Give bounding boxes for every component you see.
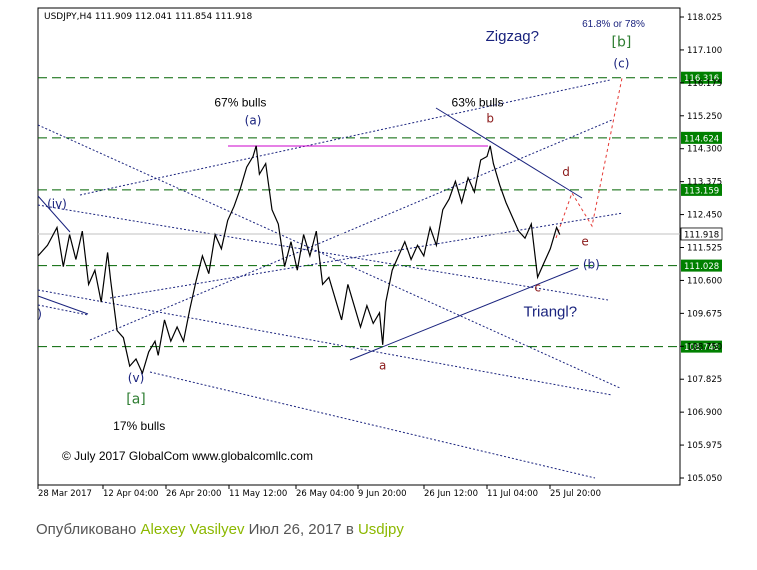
y-tick-label-8: 110.600	[687, 276, 722, 286]
y-tick-label-12: 106.900	[687, 408, 722, 418]
plot-area	[37, 7, 681, 486]
y-tick-label-13: 105.975	[687, 441, 722, 451]
left-trendline	[37, 295, 89, 315]
y-tick-label-3: 115.250	[687, 112, 722, 122]
levels-layer: 116.316 114.624 113.159 111.028 108.748 111.9…	[38, 71, 723, 353]
level-label-0: 116.316	[684, 74, 719, 84]
labels-layer: (a) b (c) [b] d e (b) c a (v) [a] (iv)) 67% bulls 63%…	[37, 19, 645, 433]
level-tag-4	[681, 340, 722, 353]
trendlines-layer	[37, 77, 624, 479]
y-tick-label-2: 116.175	[687, 79, 722, 89]
channel-line-1	[37, 204, 609, 301]
price-chart: 116.316 114.624 113.159 111.028 108.748 111.9…	[37, 7, 723, 499]
left-wave-line	[37, 195, 71, 233]
annotation-1: 63% bulls	[452, 96, 504, 110]
channel-line-4	[109, 212, 624, 299]
chart-copyright: © July 2017 GlobalCom www.globalcomllc.c…	[62, 449, 313, 463]
x-tick-label-7: 11 Jul 04:00	[487, 489, 538, 499]
wave-label-6: (b)	[583, 257, 600, 271]
symbol-link[interactable]: Usdjpy	[357, 521, 404, 538]
channel-line-5	[89, 119, 613, 341]
x-tick-label-8: 25 Jul 20:00	[550, 489, 601, 499]
y-tick-label-11: 107.825	[687, 375, 722, 385]
annotation-4: 61.8% or 78%	[582, 19, 645, 30]
wave-label-1: b	[486, 112, 494, 126]
annotation-3: Zigzag?	[486, 28, 539, 45]
wave-label-11: (iv)	[47, 197, 67, 211]
current-price-label: 111.918	[684, 230, 719, 240]
wave-label-10: [a]	[126, 391, 146, 407]
y-tick-label-0: 118.025	[687, 13, 722, 23]
chart-header: USDJPY,H4 111.909 112.041 111.854 111.91…	[44, 12, 253, 22]
x-tick-label-6: 26 Jun 12:00	[424, 489, 478, 499]
y-tick-label-7: 111.525	[687, 244, 722, 254]
current-price-tag	[680, 227, 723, 241]
author-link[interactable]: Alexey Vasilyev	[140, 521, 245, 538]
wave-label-2: (c)	[613, 57, 629, 71]
x-tick-label-3: 11 May 12:00	[229, 489, 287, 499]
y-tick-label-5: 113.375	[687, 178, 722, 188]
level-tag-3	[681, 259, 722, 272]
channel-line-7	[37, 304, 89, 316]
channel-line-6	[149, 371, 596, 479]
wave-label-12: )	[37, 307, 42, 321]
y-tick-label-14: 105.050	[687, 474, 722, 484]
wave-label-8: a	[379, 359, 386, 373]
wave-label-7: c	[534, 280, 541, 294]
triangle-upper-trendline	[435, 107, 583, 199]
level-label-1: 114.624	[684, 134, 719, 144]
y-tick-label-1: 117.100	[687, 46, 722, 56]
channel-line-2	[37, 289, 613, 396]
wave-label-9: (v)	[128, 371, 144, 385]
wave-label-3: [b]	[612, 34, 632, 50]
annotation-5: Triangl?	[523, 303, 577, 320]
x-tick-label-1: 12 Apr 04:00	[103, 489, 158, 499]
level-tag-0	[681, 71, 722, 84]
level-label-4: 108.748	[684, 343, 719, 353]
wave-label-5: e	[581, 234, 588, 248]
y-tick-label-6: 112.450	[687, 211, 722, 221]
publication-footer: Опубликовано Alexey Vasilyev Июл 26, 201…	[36, 521, 404, 538]
level-tag-1	[681, 131, 722, 144]
y-tick-label-4: 114.300	[687, 145, 722, 155]
annotation-0: 67% bulls	[214, 96, 266, 110]
published-date: Июл 26, 2017 в	[248, 521, 354, 538]
wave-label-0: (a)	[245, 113, 262, 127]
published-prefix: Опубликовано	[36, 521, 137, 538]
level-label-2: 113.159	[684, 186, 719, 196]
level-tag-2	[681, 183, 722, 196]
x-tick-label-2: 26 Apr 20:00	[166, 489, 221, 499]
projected-path	[555, 77, 623, 239]
annotation-2: 17% bulls	[113, 419, 165, 433]
x-tick-label-4: 26 May 04:00	[296, 489, 354, 499]
channel-line-0	[37, 124, 621, 389]
y-tick-label-10: 108.750	[687, 342, 722, 352]
x-tick-label-0: 28 Mar 2017	[38, 489, 92, 499]
wave-label-4: d	[562, 165, 570, 179]
level-label-3: 111.028	[684, 262, 719, 272]
price-line	[37, 145, 561, 375]
price-series-layer	[37, 145, 561, 375]
triangle-lower-trendline	[349, 267, 579, 361]
axis-layer: 118.025 117.100 116.175 115.250 114.300 113.3…	[37, 13, 722, 499]
y-tick-label-9: 109.675	[687, 309, 722, 319]
x-tick-label-5: 9 Jun 20:00	[358, 489, 407, 499]
